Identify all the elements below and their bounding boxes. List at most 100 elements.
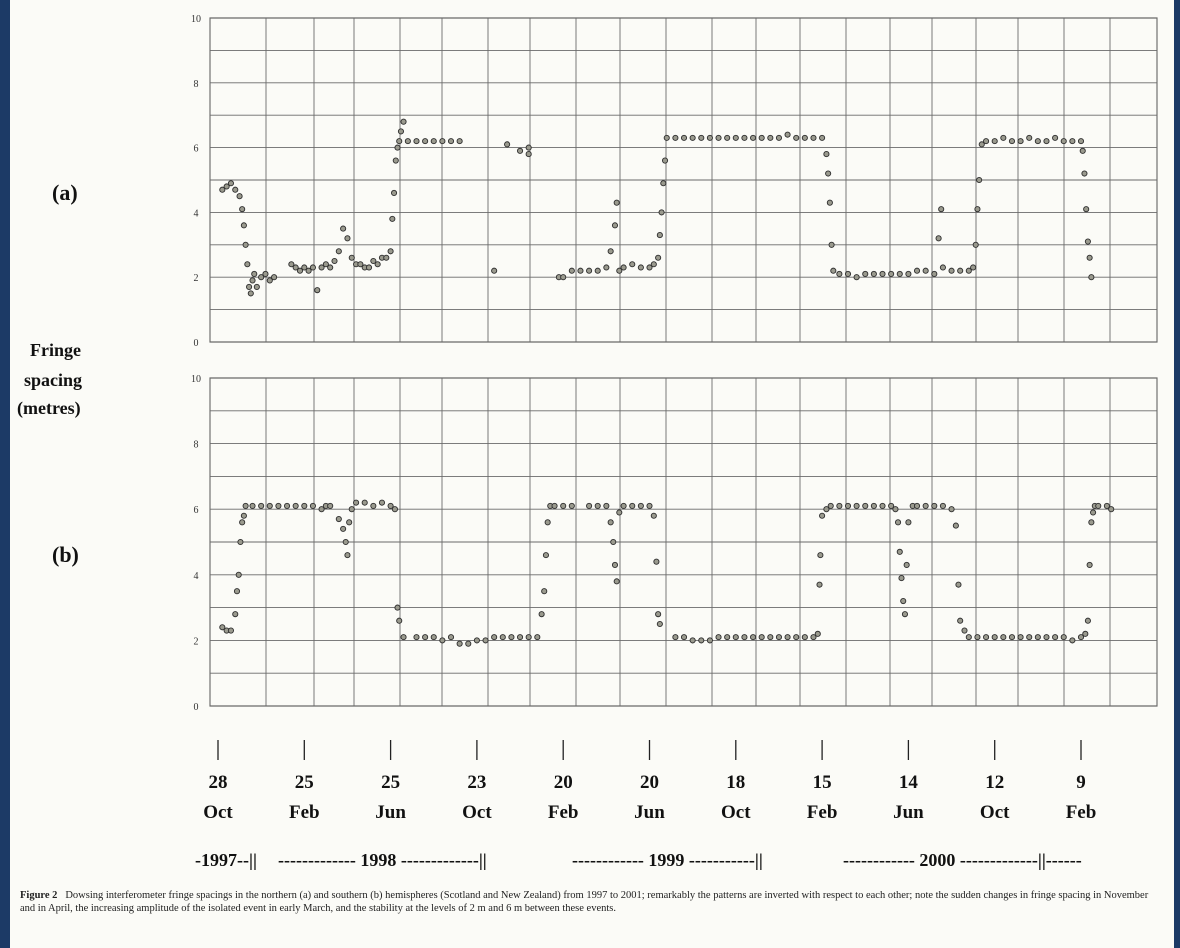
data-point [733, 135, 738, 140]
data-point [457, 139, 462, 144]
data-point [1070, 638, 1075, 643]
data-point [474, 638, 479, 643]
data-point [543, 553, 548, 558]
data-point [267, 503, 272, 508]
panel-b-chart: 0246810 [191, 374, 1157, 713]
data-point [1027, 135, 1032, 140]
data-point [248, 291, 253, 296]
data-point [725, 135, 730, 140]
data-point [431, 139, 436, 144]
caption-text: Dowsing interferometer fringe spacings i… [20, 890, 1148, 914]
date-tick-month: Feb [548, 802, 579, 823]
data-point [699, 638, 704, 643]
data-point [414, 635, 419, 640]
data-point [517, 148, 522, 153]
data-point [345, 236, 350, 241]
data-point [1082, 171, 1087, 176]
data-point [240, 207, 245, 212]
data-point [651, 262, 656, 267]
data-point [958, 268, 963, 273]
data-point [1096, 503, 1101, 508]
year-bar-2000: ------------ 2000 -------------||------ [843, 850, 1082, 870]
data-point [707, 638, 712, 643]
data-point [794, 635, 799, 640]
data-point [621, 265, 626, 270]
date-tick-month: Feb [807, 802, 838, 823]
data-point [240, 520, 245, 525]
data-point [923, 268, 928, 273]
data-point [228, 181, 233, 186]
data-point [293, 503, 298, 508]
data-point [638, 503, 643, 508]
data-point [448, 139, 453, 144]
data-point [716, 135, 721, 140]
data-point [252, 271, 257, 276]
y-tick-label: 8 [194, 440, 199, 451]
data-point [243, 242, 248, 247]
data-point [391, 190, 396, 195]
year-bar-1997: -1997--|| [195, 850, 257, 870]
data-point [690, 638, 695, 643]
data-point [621, 503, 626, 508]
data-point [569, 503, 574, 508]
data-point [569, 268, 574, 273]
data-point [517, 635, 522, 640]
data-point [820, 513, 825, 518]
data-point [238, 539, 243, 544]
y-tick-label: 10 [191, 374, 201, 385]
data-point [656, 612, 661, 617]
data-point [975, 207, 980, 212]
panel-b-label: (b) [52, 542, 79, 567]
y-tick-label: 6 [194, 144, 199, 155]
data-point [966, 635, 971, 640]
date-tick-day: 18 [726, 772, 745, 793]
data-point [863, 271, 868, 276]
data-point [388, 249, 393, 254]
data-point [440, 139, 445, 144]
date-tick-day: 20 [554, 772, 573, 793]
data-point [535, 635, 540, 640]
data-point [1078, 139, 1083, 144]
data-point [392, 507, 397, 512]
data-point [561, 503, 566, 508]
data-point [673, 135, 678, 140]
data-point [500, 635, 505, 640]
data-point [349, 507, 354, 512]
data-point [630, 262, 635, 267]
data-point [617, 510, 622, 515]
data-point [983, 139, 988, 144]
data-point [586, 503, 591, 508]
data-point [448, 635, 453, 640]
data-point [423, 139, 428, 144]
data-point [243, 503, 248, 508]
data-point [750, 635, 755, 640]
data-point [880, 503, 885, 508]
data-point [276, 503, 281, 508]
data-point [827, 200, 832, 205]
data-point [284, 503, 289, 508]
data-point [595, 268, 600, 273]
data-point [716, 635, 721, 640]
data-point [393, 158, 398, 163]
data-point [742, 135, 747, 140]
data-point [776, 635, 781, 640]
data-point [241, 513, 246, 518]
date-axis: 28Oct25Feb25Jun23Oct20Feb20Jun18Oct15Feb… [203, 740, 1096, 823]
date-tick-month: Feb [289, 802, 320, 823]
data-point [1061, 139, 1066, 144]
data-point [397, 139, 402, 144]
data-point [817, 582, 822, 587]
data-point [347, 520, 352, 525]
date-tick-month: Oct [203, 802, 233, 823]
data-point [539, 612, 544, 617]
data-point [759, 635, 764, 640]
y-tick-label: 10 [191, 14, 201, 25]
data-point [390, 216, 395, 221]
data-point [1089, 275, 1094, 280]
data-point [707, 135, 712, 140]
data-point [1061, 635, 1066, 640]
data-point [820, 135, 825, 140]
data-point [897, 549, 902, 554]
data-point [505, 142, 510, 147]
ylabel-line-3: (metres) [17, 398, 81, 419]
